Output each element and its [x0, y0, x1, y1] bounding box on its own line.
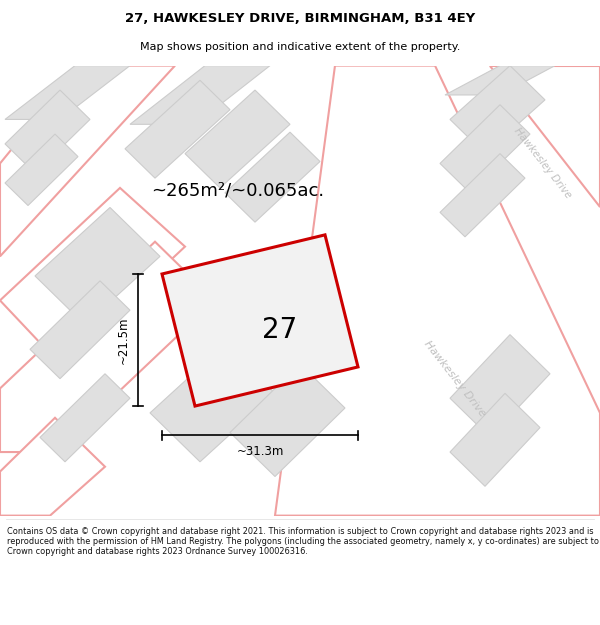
Polygon shape — [5, 90, 90, 173]
Polygon shape — [225, 132, 320, 222]
Polygon shape — [490, 66, 600, 208]
Polygon shape — [150, 344, 275, 462]
Polygon shape — [5, 134, 78, 206]
Polygon shape — [450, 66, 545, 154]
Polygon shape — [440, 154, 525, 237]
Polygon shape — [440, 105, 530, 192]
Text: Map shows position and indicative extent of the property.: Map shows position and indicative extent… — [140, 42, 460, 52]
Text: 27, HAWKESLEY DRIVE, BIRMINGHAM, B31 4EY: 27, HAWKESLEY DRIVE, BIRMINGHAM, B31 4EY — [125, 12, 475, 25]
Polygon shape — [450, 393, 540, 486]
Polygon shape — [185, 90, 290, 188]
Polygon shape — [125, 80, 230, 178]
Text: ~265m²/~0.065ac.: ~265m²/~0.065ac. — [151, 182, 325, 200]
Polygon shape — [40, 374, 130, 462]
Polygon shape — [35, 208, 160, 325]
Polygon shape — [0, 66, 175, 256]
Polygon shape — [230, 364, 345, 476]
Polygon shape — [0, 188, 185, 364]
Text: Contains OS data © Crown copyright and database right 2021. This information is : Contains OS data © Crown copyright and d… — [7, 526, 599, 556]
Polygon shape — [30, 281, 130, 379]
Text: Hawkesley Drive: Hawkesley Drive — [512, 126, 574, 201]
Polygon shape — [162, 235, 358, 406]
Polygon shape — [275, 66, 600, 516]
Polygon shape — [450, 334, 550, 437]
Text: ~31.3m: ~31.3m — [236, 445, 284, 458]
Polygon shape — [5, 66, 130, 119]
Text: ~21.5m: ~21.5m — [117, 316, 130, 364]
Polygon shape — [130, 66, 270, 124]
Text: 27: 27 — [262, 316, 298, 344]
Polygon shape — [0, 242, 215, 452]
Polygon shape — [445, 66, 555, 95]
Polygon shape — [0, 418, 105, 516]
Text: Hawkesley Drive: Hawkesley Drive — [422, 339, 488, 419]
